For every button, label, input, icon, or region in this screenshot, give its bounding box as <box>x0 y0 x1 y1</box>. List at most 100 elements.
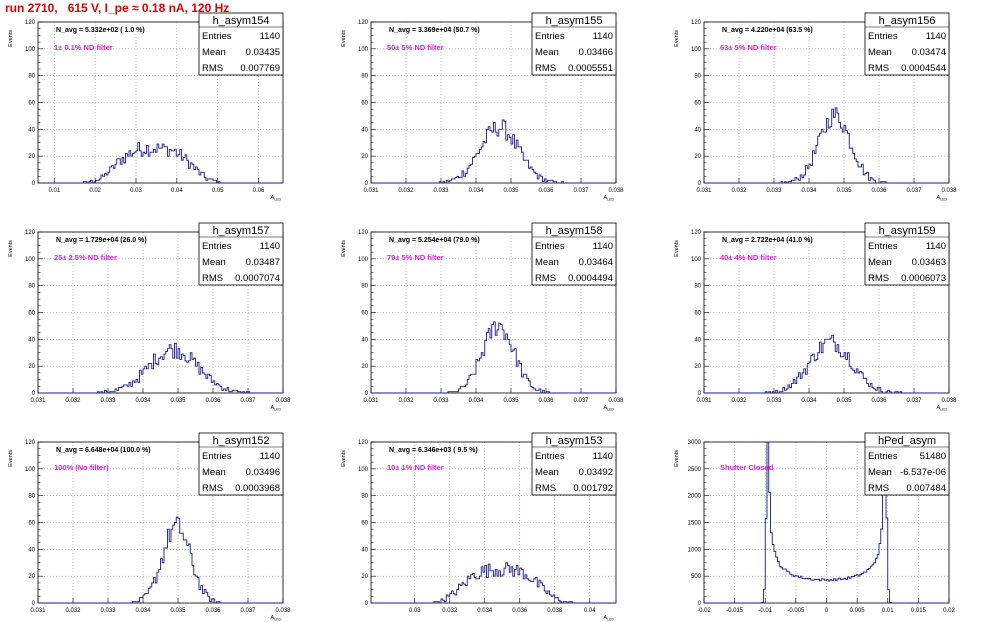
y-tick-label: 0 <box>32 181 36 187</box>
stat-label-mean: Mean <box>868 47 892 58</box>
n-avg-annotation: N_avg = 4.220e+04 (63.5 %) <box>722 27 813 34</box>
stat-label-rms: RMS <box>202 63 223 74</box>
x-tick-label: 0.038 <box>547 608 563 614</box>
y-tick-label: 0 <box>365 181 369 187</box>
x-tick-label: 0.04 <box>584 608 596 614</box>
x-tick-label: 0.035 <box>503 398 519 404</box>
y-tick-label: 0 <box>365 391 369 397</box>
x-tick-label: 0.037 <box>906 398 922 404</box>
stats-box-frame <box>531 222 617 286</box>
stat-value-mean: 0.03463 <box>912 257 946 268</box>
x-tick-label: 0.033 <box>100 398 116 404</box>
n-avg-annotation: N_avg = 6.648e+04 (100.0 %) <box>56 447 151 454</box>
x-tick-label: 0.037 <box>906 188 922 194</box>
histogram-line <box>704 107 949 184</box>
y-tick-label: 60 <box>361 311 368 317</box>
histogram-line <box>704 334 949 394</box>
x-tick-label: 0.02 <box>943 608 955 614</box>
stat-label-entries: Entries <box>868 451 898 462</box>
page-title: run 2710, 615 V, I_pe ≈ 0.18 nA, 120 Hz <box>5 1 230 15</box>
x-tick-label: 0.04 <box>171 188 183 194</box>
stats-box: h_asym152 Entries 1140 Mean 0.03496 RMS 0.0003… <box>198 432 284 496</box>
y-tick-label: 60 <box>361 101 368 107</box>
stat-value-mean: 0.03464 <box>579 257 613 268</box>
y-axis-label: Events <box>674 240 680 257</box>
stats-box: h_asym153 Entries 1140 Mean 0.03492 RMS 0.0017… <box>531 432 617 496</box>
x-tick-label: 0.034 <box>468 398 484 404</box>
y-tick-label: 0 <box>698 601 702 607</box>
x-tick-label: 0.036 <box>205 398 221 404</box>
y-tick-label: 0 <box>365 601 369 607</box>
x-tick-label: 0.033 <box>766 188 782 194</box>
stat-label-mean: Mean <box>202 257 226 268</box>
histogram-line <box>38 342 283 394</box>
stat-value-entries: 1140 <box>593 451 613 462</box>
x-tick-label: 0.035 <box>836 188 852 194</box>
x-tick-label: 0.037 <box>240 608 256 614</box>
histogram-panel-h_asym152: 0.031 0.032 0.033 0.034 0.035 0.036 0.037 0.038… <box>8 432 291 622</box>
stat-value-mean: 0.03435 <box>246 47 280 58</box>
x-tick-label: 0.032 <box>731 188 747 194</box>
x-tick-label: 0.031 <box>696 188 712 194</box>
histogram-name: h_asym154 <box>213 15 270 27</box>
x-tick-label: -0.005 <box>787 608 805 614</box>
x-tick-label: 0.036 <box>538 188 554 194</box>
stat-value-entries: 1140 <box>593 241 613 252</box>
stat-value-rms: 0.0005551 <box>568 63 613 74</box>
y-tick-label: 120 <box>25 20 36 26</box>
y-tick-label: 2500 <box>688 467 702 473</box>
x-tick-label: 0.038 <box>941 188 957 194</box>
y-tick-label: 20 <box>361 364 368 370</box>
x-tick-label: 0.034 <box>135 398 151 404</box>
stat-value-rms: 0.0004544 <box>901 63 946 74</box>
y-tick-label: 100 <box>358 47 369 53</box>
stat-value-rms: 0.007484 <box>906 483 946 494</box>
stat-value-entries: 1140 <box>593 31 613 42</box>
x-tick-label: 0.031 <box>30 398 46 404</box>
stat-label-entries: Entries <box>202 241 232 252</box>
x-tick-label: 0.005 <box>850 608 866 614</box>
stat-value-entries: 1140 <box>926 241 946 252</box>
stats-box: h_asym155 Entries 1140 Mean 0.03466 RMS 0.0005… <box>531 12 617 76</box>
y-tick-label: 100 <box>358 257 369 263</box>
y-tick-label: 500 <box>691 574 702 580</box>
stat-value-rms: 0.0003968 <box>235 483 280 494</box>
filter-label: 79± 5% ND filter <box>387 253 444 262</box>
y-tick-label: 100 <box>691 47 702 53</box>
x-tick-label: 0.037 <box>573 398 589 404</box>
x-tick-label: 0.036 <box>538 398 554 404</box>
histogram-name: h_asym158 <box>546 225 603 237</box>
x-tick-label: 0.032 <box>398 188 414 194</box>
x-axis-label: ALED <box>271 195 282 202</box>
x-tick-label: 0.038 <box>275 398 291 404</box>
x-tick-label: 0.034 <box>135 608 151 614</box>
y-tick-label: 0 <box>698 181 702 187</box>
histogram-line <box>38 516 283 604</box>
x-tick-label: -0.01 <box>758 608 772 614</box>
stat-label-entries: Entries <box>535 451 565 462</box>
stat-label-rms: RMS <box>202 273 223 284</box>
n-avg-annotation: N_avg = 6.346e+03 ( 9.5 %) <box>389 447 478 454</box>
histogram-panel-h_asym153: 0.03 0.032 0.034 0.036 0.038 0.04 0 20 40 60 80 100… <box>341 432 617 622</box>
y-tick-label: 120 <box>691 230 702 236</box>
stats-box: h_asym159 Entries 1140 Mean 0.03463 RMS 0.0006… <box>864 222 950 286</box>
y-tick-label: 60 <box>28 521 35 527</box>
y-tick-label: 40 <box>28 337 35 343</box>
y-axis-label: Events <box>341 30 347 47</box>
stat-label-mean: Mean <box>535 47 559 58</box>
x-tick-label: 0.02 <box>89 188 101 194</box>
x-tick-label: 0.037 <box>240 398 256 404</box>
y-axis-label: Events <box>341 240 347 257</box>
x-tick-label: 0 <box>825 608 829 614</box>
stats-box: hPed_asym Entries 51480 Mean -6.537e-06 RMS 0.… <box>864 432 950 496</box>
x-tick-label: 0.036 <box>205 608 221 614</box>
x-tick-label: 0.032 <box>731 398 747 404</box>
x-tick-label: 0.033 <box>433 188 449 194</box>
x-axis-label: ALED <box>271 615 282 622</box>
x-tick-label: 0.01 <box>48 188 60 194</box>
y-tick-label: 20 <box>694 154 701 160</box>
x-tick-label: 0.05 <box>212 188 224 194</box>
y-tick-label: 40 <box>694 337 701 343</box>
stats-box-frame <box>864 432 950 496</box>
stat-value-entries: 51480 <box>920 451 946 462</box>
